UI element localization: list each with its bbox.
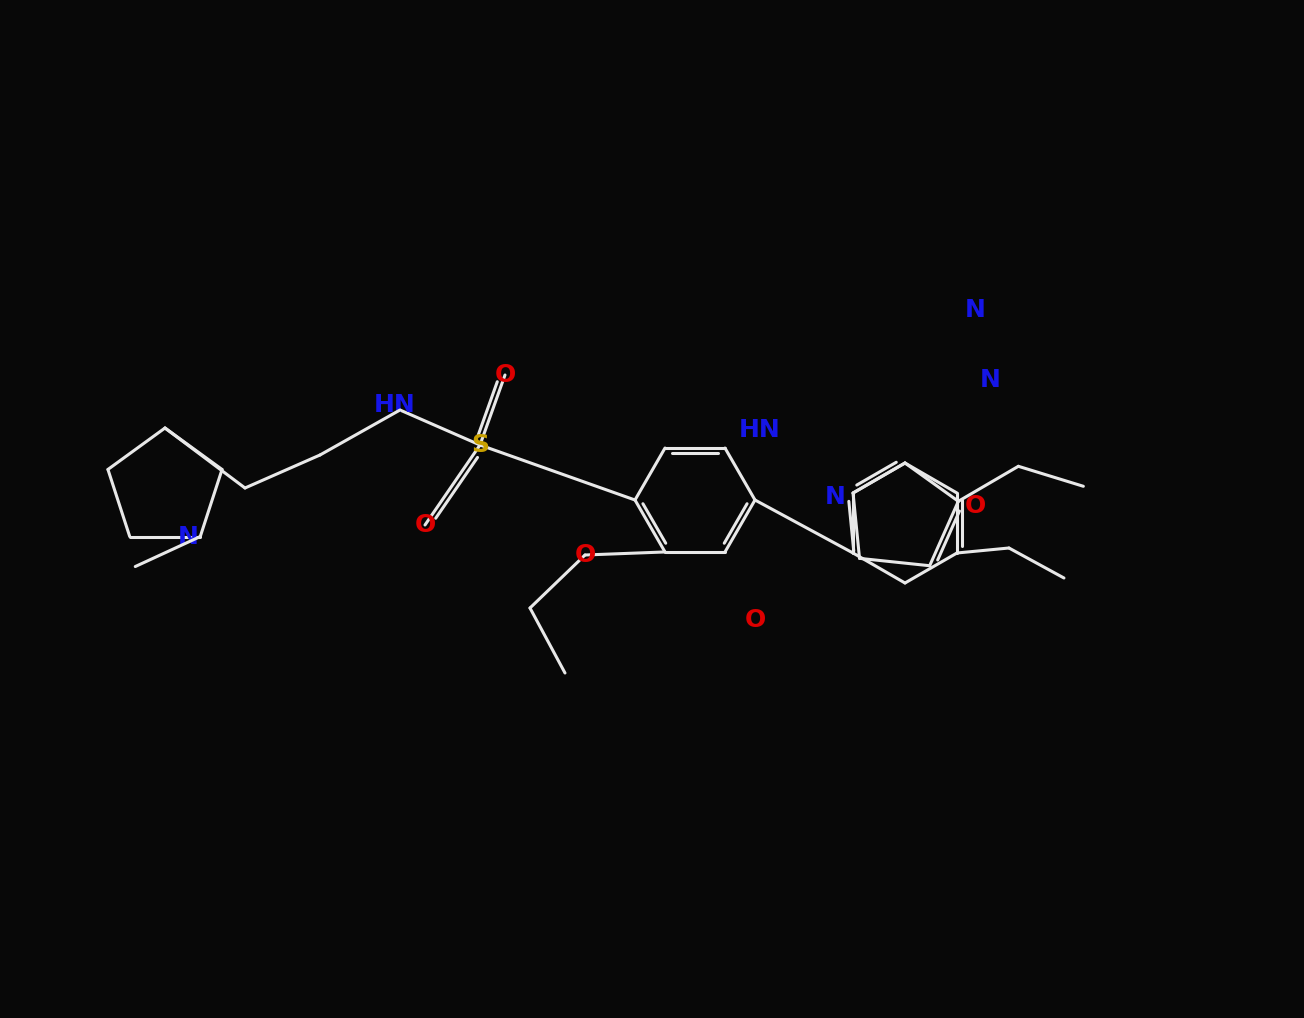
Text: HN: HN [739, 418, 781, 442]
Text: O: O [494, 363, 515, 387]
Text: O: O [745, 608, 765, 632]
Text: N: N [177, 524, 198, 549]
Text: HN: HN [374, 393, 416, 417]
Text: N: N [979, 367, 1000, 392]
Text: O: O [415, 513, 436, 538]
Text: N: N [965, 298, 986, 322]
Text: S: S [471, 433, 489, 457]
Text: N: N [824, 485, 845, 509]
Text: O: O [965, 494, 986, 518]
Text: O: O [574, 543, 596, 567]
